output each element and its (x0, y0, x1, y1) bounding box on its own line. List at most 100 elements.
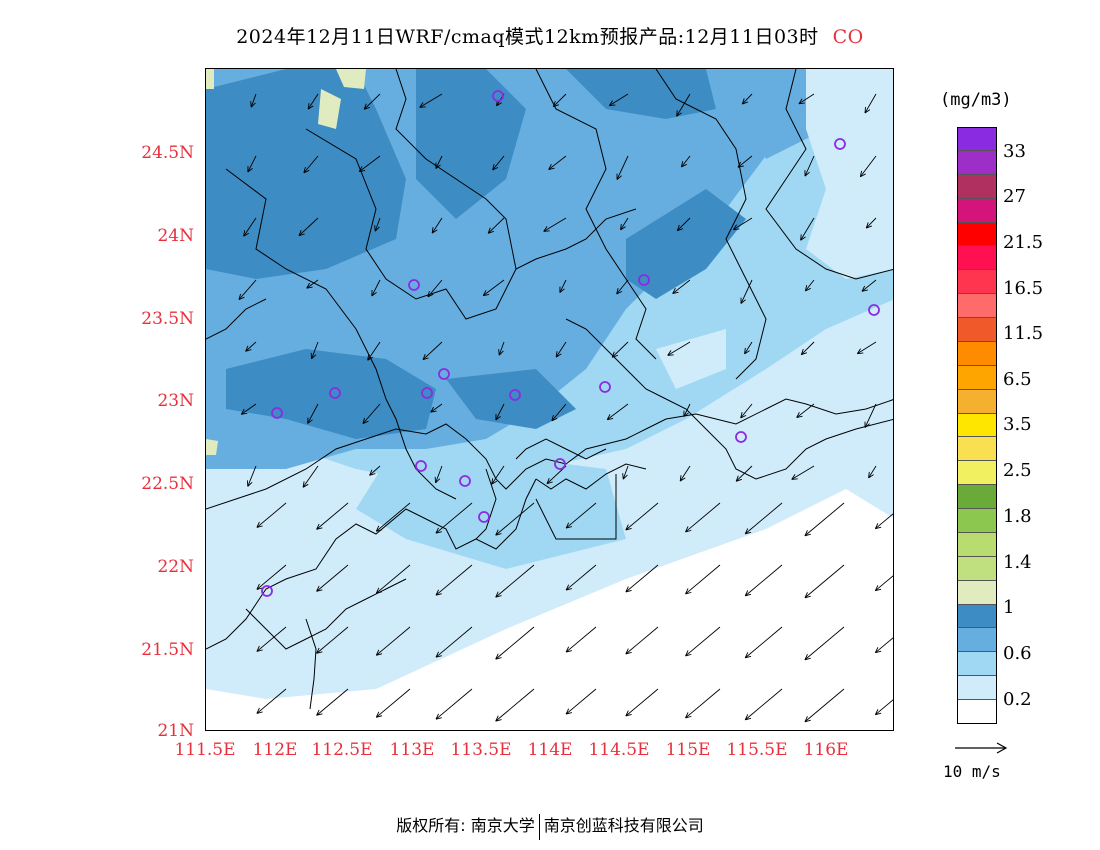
wind-arrow (625, 502, 659, 531)
legend-value: 27 (1003, 186, 1026, 207)
wind-arrow (495, 564, 535, 598)
concentration-band-0.6-coast (356, 429, 626, 569)
wind-arrow (375, 626, 411, 656)
legend-color-block (957, 318, 997, 342)
wind-arrow (868, 465, 877, 479)
wind-arrow (740, 279, 753, 304)
wind-arrow (685, 688, 721, 719)
wind-arrow (310, 341, 319, 360)
wind-arrow (256, 688, 287, 714)
lon-label-111.5: 111.5E (174, 740, 236, 760)
wind-arrow (865, 217, 877, 229)
company-text: 南京创蓝科技有限公司 (543, 816, 704, 835)
wind-arrow (240, 403, 257, 415)
wind-arrow (434, 465, 443, 484)
copyright-text: 版权所有: 南京大学 (396, 816, 535, 835)
wind-arrow (800, 217, 815, 241)
species-label: CO (832, 26, 864, 48)
station-marker (638, 274, 650, 286)
wind-arrow (565, 564, 597, 591)
station-marker (599, 381, 611, 393)
station-marker (459, 475, 471, 487)
wind-arrow (625, 626, 659, 655)
wind-arrow (375, 564, 411, 594)
legend-color-block (957, 532, 997, 557)
legend-color-block (957, 127, 997, 151)
wind-arrow (435, 502, 473, 534)
wind-arrow (371, 279, 381, 297)
wind-arrow (864, 403, 877, 428)
wind-arrow (374, 217, 381, 232)
pale-spot-west (206, 439, 218, 455)
wind-arrow (804, 279, 815, 292)
wind-arrow (435, 626, 473, 658)
legend-color-block (957, 413, 997, 438)
lon-label-114: 114E (527, 740, 573, 760)
wind-arrow (362, 403, 381, 425)
legend-color-block (957, 700, 997, 724)
map-title: 2024年12月11日WRF/cmaq模式12km预报产品:12月11日03时 C… (0, 22, 1100, 49)
station-marker (438, 368, 450, 380)
wind-arrow (744, 564, 783, 597)
wind-arrow (616, 155, 629, 180)
footer: 版权所有: 南京大学 南京创蓝科技有限公司 (0, 812, 1100, 840)
high-concentration-northwest (206, 69, 406, 279)
color-legend (957, 127, 997, 724)
wind-arrow (804, 502, 845, 537)
wind-arrow (555, 341, 567, 358)
wind-arrow (491, 465, 505, 485)
station-marker (271, 407, 283, 419)
wind-vectors (238, 93, 893, 723)
wind-arrow (256, 564, 287, 590)
station-marker (834, 138, 846, 150)
lon-label-115.5: 115.5E (726, 740, 788, 760)
wind-arrow (492, 155, 505, 171)
lat-label-21: 21N (157, 721, 194, 741)
legend-color-block (957, 150, 997, 175)
station-markers (261, 90, 880, 597)
wind-arrow (620, 217, 629, 231)
wind-arrow (735, 465, 753, 482)
wind-arrow (874, 637, 893, 654)
legend-value: 6.5 (1003, 369, 1032, 390)
forecast-map (205, 68, 894, 731)
lon-label-114.5: 114.5E (588, 740, 650, 760)
clean-spot-east (656, 329, 726, 389)
wind-arrow (427, 279, 443, 298)
wind-arrow (369, 465, 381, 476)
lon-label-113: 113E (389, 740, 435, 760)
wind-arrow (363, 93, 381, 110)
wind-arrow (358, 155, 381, 173)
wind-arrow (565, 502, 597, 529)
station-marker (509, 389, 521, 401)
legend-value: 11.5 (1003, 323, 1044, 344)
legend-value: 1.4 (1003, 552, 1032, 573)
lon-label-112: 112E (252, 740, 298, 760)
legend-color-block (957, 365, 997, 390)
wind-arrow (606, 403, 629, 421)
wind-arrow (874, 575, 893, 592)
wind-arrow (552, 93, 567, 108)
wind-arrow (565, 688, 597, 715)
wind-arrow (800, 341, 815, 356)
wind-arrow (247, 155, 257, 173)
wind-arrow (804, 155, 815, 177)
wind-arrow (316, 564, 349, 592)
wind-arrow (791, 465, 815, 480)
wind-arrow (744, 502, 783, 535)
wind-arrow (495, 502, 535, 536)
lon-label-116: 116E (803, 740, 849, 760)
wind-arrow (307, 403, 319, 424)
wind-arrow (256, 502, 287, 528)
wind-arrow (680, 155, 691, 168)
lon-label-112.5: 112.5E (311, 740, 373, 760)
pale-spot-north (318, 89, 341, 129)
wind-arrow (740, 403, 753, 419)
station-marker (261, 585, 273, 597)
station-marker (408, 279, 420, 291)
lat-label-24: 24N (157, 226, 194, 246)
wind-arrow (874, 513, 893, 530)
wind-arrow (798, 93, 815, 105)
station-marker (735, 431, 747, 443)
high-concentration-northeast (566, 69, 716, 119)
